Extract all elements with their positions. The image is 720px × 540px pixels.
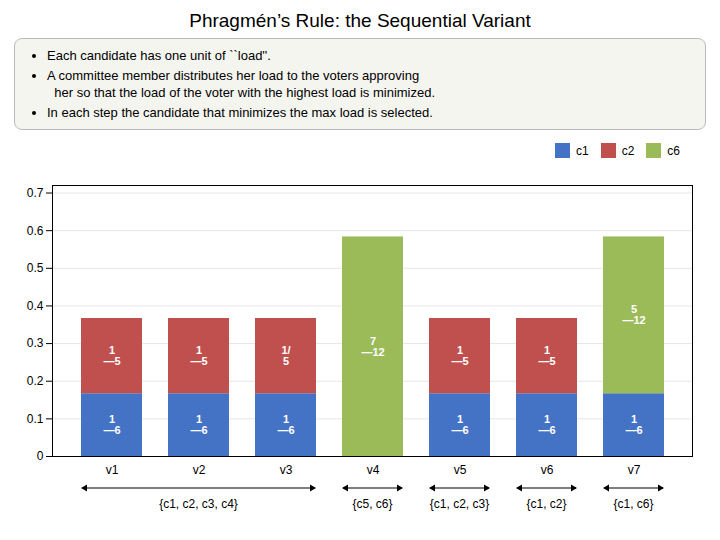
svg-text:{c5, c6}: {c5, c6} — [352, 497, 392, 511]
svg-text:1—6: 1—6 — [451, 413, 468, 436]
svg-text:v4: v4 — [367, 463, 380, 477]
html-text:c6: c6 — [667, 143, 680, 158]
svg-text:0.3: 0.3 — [27, 337, 44, 351]
html-text:c2: c2 — [621, 143, 635, 158]
svg-text:v7: v7 — [628, 463, 641, 477]
svg-text:v5: v5 — [454, 463, 467, 477]
svg-text:0.2: 0.2 — [27, 374, 44, 388]
html-text:c1: c1 — [575, 143, 589, 158]
svg-text:1—5: 1—5 — [538, 344, 555, 367]
svg-text:{c1, c2, c3, c4}: {c1, c2, c3, c4} — [159, 497, 238, 511]
svg-text:1—5: 1—5 — [103, 344, 120, 367]
svg-text:{c1, c6}: {c1, c6} — [613, 497, 653, 511]
svg-text:7—12: 7—12 — [361, 335, 384, 358]
svg-text:v2: v2 — [193, 463, 206, 477]
svg-text:1—5: 1—5 — [190, 344, 207, 367]
svg-text:1—6: 1—6 — [625, 413, 642, 436]
svg-text:{c1, c2}: {c1, c2} — [526, 497, 566, 511]
svg-text:1—6: 1—6 — [190, 413, 207, 436]
svg-text:1—6: 1—6 — [103, 413, 120, 436]
svg-text:0.4: 0.4 — [27, 299, 44, 313]
svg-text:1—6: 1—6 — [538, 413, 555, 436]
svg-text:1—6: 1—6 — [277, 413, 294, 436]
svg-text:v3: v3 — [280, 463, 293, 477]
svg-text:{c1, c2, c3}: {c1, c2, c3} — [430, 497, 489, 511]
svg-text:1—5: 1—5 — [451, 344, 468, 367]
svg-text:0.6: 0.6 — [27, 224, 44, 238]
html-text:Each candidate has one unit of: Each candidate has one unit of ``load''. — [47, 48, 271, 63]
svg-text:1/5: 1/5 — [281, 344, 290, 367]
svg-text:0.7: 0.7 — [27, 186, 44, 200]
html-text:Phragmén’s Rule: the Sequentia: Phragmén’s Rule: the Sequential Variant — [189, 10, 531, 31]
svg-text:v6: v6 — [541, 463, 554, 477]
svg-text:0.5: 0.5 — [27, 261, 44, 275]
html-text:A committee member distributes: A committee member distributes her load … — [47, 67, 436, 101]
svg-text:5—12: 5—12 — [622, 304, 645, 327]
svg-text:0.1: 0.1 — [27, 412, 44, 426]
svg-text:0: 0 — [37, 450, 44, 464]
svg-text:v1: v1 — [106, 463, 119, 477]
html-text:In each step the candidate tha: In each step the candidate that minimize… — [47, 104, 433, 120]
